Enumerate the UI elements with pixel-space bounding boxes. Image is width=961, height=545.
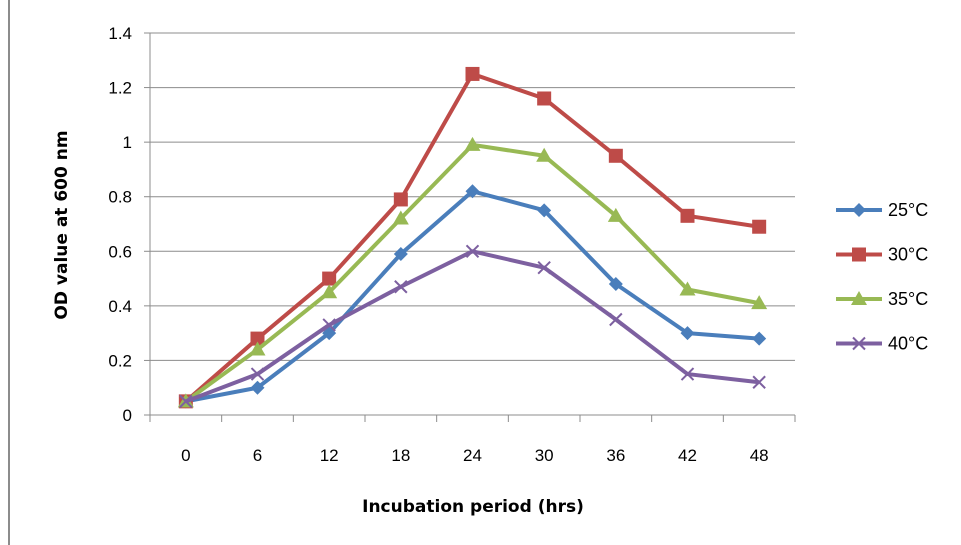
y-tick-label: 0.2 <box>108 351 132 370</box>
legend-item: 25°C <box>836 200 928 220</box>
y-tick-label: 1.4 <box>108 24 132 43</box>
series-0 <box>179 184 766 408</box>
x-tick-label: 42 <box>678 446 697 465</box>
series-1 <box>179 67 766 408</box>
series-line <box>186 74 759 401</box>
data-point <box>466 67 480 81</box>
y-tick-label: 0.8 <box>108 188 132 207</box>
x-tick-label: 12 <box>320 446 339 465</box>
legend-marker <box>852 248 866 262</box>
y-tick-label: 1.2 <box>108 79 132 98</box>
y-axis-title: OD value at 600 nm <box>52 130 72 319</box>
x-tick-label: 6 <box>253 446 262 465</box>
y-tick-label: 0 <box>123 406 132 425</box>
legend-item: 30°C <box>836 245 928 265</box>
legend-label: 25°C <box>888 200 928 220</box>
y-tick-label: 0.6 <box>108 242 132 261</box>
y-tick-labels: 0 0.2 0.4 0.6 0.8 1 1.2 1.4 <box>108 24 132 425</box>
x-axis-title: Incubation period (hrs) <box>362 497 584 517</box>
data-point <box>752 332 766 346</box>
x-tick-labels: 0 6 12 18 24 30 36 42 48 <box>181 446 769 465</box>
series-line <box>186 191 759 401</box>
x-tick-label: 30 <box>535 446 554 465</box>
x-tick-label: 24 <box>463 446 482 465</box>
x-tick-label: 36 <box>606 446 625 465</box>
x-tick-label: 48 <box>750 446 769 465</box>
y-tick-label: 1 <box>123 133 132 152</box>
data-point <box>537 91 551 105</box>
data-point <box>322 272 336 286</box>
legend-item: 40°C <box>836 334 928 354</box>
legend-item: 35°C <box>836 289 928 309</box>
x-tick-label: 0 <box>181 446 190 465</box>
legend-marker <box>852 203 866 217</box>
legend-label: 30°C <box>888 245 928 265</box>
gridlines <box>144 33 795 415</box>
y-tick-label: 0.4 <box>108 297 132 316</box>
data-point <box>394 192 408 206</box>
series-group <box>178 67 767 408</box>
data-point <box>609 149 623 163</box>
data-point <box>681 209 695 223</box>
legend-label: 35°C <box>888 289 928 309</box>
axes <box>150 33 795 422</box>
data-point <box>752 220 766 234</box>
legend: 25°C 30°C 35°C 40°C <box>836 200 928 354</box>
legend-label: 40°C <box>888 334 928 354</box>
data-point <box>610 314 622 326</box>
x-tick-label: 18 <box>391 446 410 465</box>
